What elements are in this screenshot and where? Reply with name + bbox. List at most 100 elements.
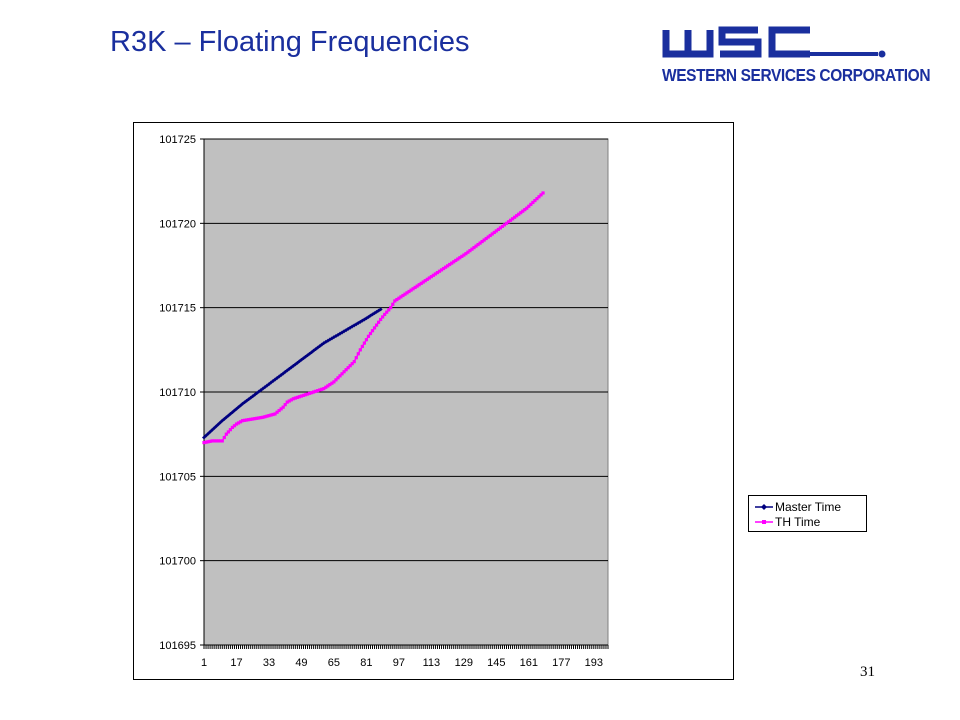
data-point: [541, 191, 545, 195]
data-point: [326, 384, 330, 388]
data-point: [504, 221, 509, 225]
data-point: [281, 371, 286, 376]
data-point: [334, 378, 338, 382]
data-point: [312, 390, 316, 394]
data-point: [279, 407, 283, 411]
data-point: [389, 306, 393, 310]
data-point: [212, 439, 216, 443]
data-point: [338, 374, 342, 378]
data-point: [468, 249, 472, 253]
data-point: [336, 376, 340, 380]
data-point: [204, 440, 208, 444]
data-point: [348, 364, 352, 368]
data-point: [260, 386, 265, 391]
data-point: [452, 260, 456, 264]
data-point: [407, 289, 411, 294]
x-tick-label: 65: [328, 657, 340, 669]
data-point: [515, 214, 519, 218]
data-point: [425, 277, 429, 281]
data-point: [435, 270, 440, 275]
data-point: [366, 334, 371, 338]
data-point: [421, 280, 425, 284]
data-point: [230, 425, 235, 430]
x-tick-label: 145: [487, 657, 505, 669]
data-point: [273, 412, 277, 416]
data-point: [405, 291, 409, 295]
y-tick-label: 101715: [159, 303, 196, 315]
data-point: [409, 288, 413, 292]
data-point: [303, 393, 308, 397]
data-point: [376, 320, 381, 324]
data-point: [439, 268, 444, 272]
data-point: [443, 265, 448, 269]
data-point: [218, 420, 223, 425]
data-point: [232, 408, 237, 413]
data-point: [531, 200, 535, 205]
data-point: [328, 382, 332, 387]
data-point: [238, 403, 243, 408]
logo-company-name: WESTERN SERVICES CORPORATION: [662, 66, 931, 86]
data-point: [529, 202, 533, 206]
data-point: [332, 380, 336, 384]
line-chart: 101695 101700 101705 101710 101715 101720 1017…: [159, 134, 609, 669]
data-point: [216, 422, 221, 427]
data-point: [324, 385, 328, 389]
data-point: [224, 415, 229, 420]
data-point: [322, 387, 326, 391]
data-point: [419, 281, 423, 285]
data-point: [403, 292, 407, 296]
data-point: [206, 440, 210, 444]
legend-label: TH Time: [775, 515, 821, 529]
data-point: [222, 435, 226, 440]
y-tick-label: 101695: [159, 640, 196, 652]
data-point: [480, 239, 484, 244]
data-point: [277, 374, 282, 379]
data-point: [297, 395, 302, 399]
data-point: [466, 250, 470, 254]
data-point: [448, 262, 452, 267]
x-tick-label: 193: [585, 657, 603, 669]
data-point: [476, 242, 480, 247]
data-point: [307, 351, 312, 356]
data-point: [257, 416, 261, 420]
data-point: [266, 382, 271, 387]
data-point: [413, 285, 417, 290]
data-point: [470, 247, 474, 251]
data-point: [527, 204, 531, 208]
data-point: [268, 380, 273, 385]
data-point: [232, 424, 237, 428]
page-number: 31: [860, 664, 875, 680]
data-point: [243, 418, 247, 422]
data-point: [252, 392, 257, 397]
data-point: [309, 391, 314, 395]
data-point: [208, 439, 212, 443]
chart-frame: 101695 101700 101705 101710 101715 101720 1017…: [133, 122, 867, 680]
data-point: [238, 420, 243, 424]
data-point: [360, 344, 364, 349]
x-tick-label: 33: [263, 657, 275, 669]
legend-line-square-icon: [755, 520, 773, 524]
data-point: [399, 295, 403, 299]
data-point: [519, 211, 523, 215]
data-point: [253, 417, 257, 421]
data-point: [354, 356, 358, 360]
data-point: [494, 229, 498, 233]
data-point: [350, 362, 354, 366]
data-point: [370, 329, 375, 333]
data-point: [454, 258, 458, 263]
data-point: [450, 261, 454, 265]
data-point: [222, 416, 227, 421]
y-tick-label: 101700: [159, 556, 196, 568]
data-point: [486, 235, 490, 239]
data-point: [492, 230, 496, 235]
data-point: [240, 419, 245, 423]
data-point: [218, 439, 222, 443]
x-tick-label: 17: [230, 657, 242, 669]
data-point: [287, 399, 291, 403]
data-point: [275, 376, 280, 381]
data-point: [320, 387, 324, 391]
data-point: [352, 360, 356, 364]
data-point: [342, 370, 346, 374]
y-tick-label: 101720: [159, 218, 196, 230]
data-point: [295, 395, 299, 399]
